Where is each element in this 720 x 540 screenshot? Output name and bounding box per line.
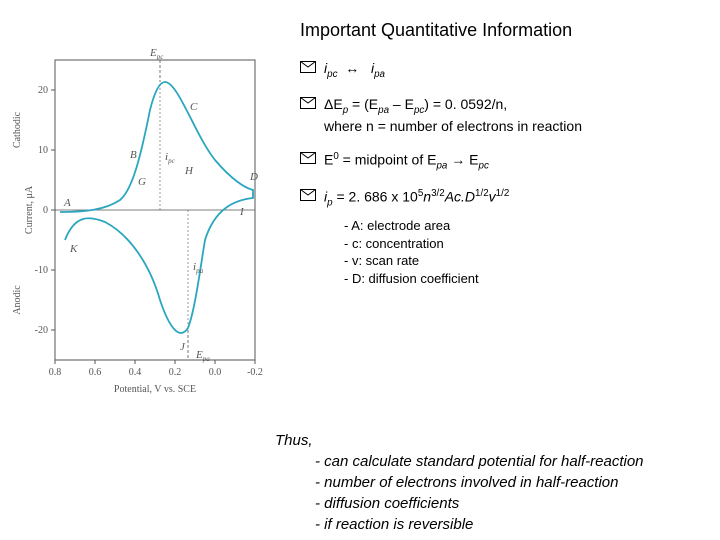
y-tick-n20: -20 [35, 325, 48, 336]
lbl-ipc: ipc [165, 151, 176, 165]
legend-A: - A: electrode area [344, 217, 700, 235]
x-tick-1: 0.6 [89, 367, 102, 378]
x-tick-3: 0.2 [169, 367, 182, 378]
conclusion-item-3: - diffusion coefficients [315, 493, 695, 514]
cv-voltammogram-figure: 20 10 0 -10 -20 0.8 0.6 0.4 0.2 0.0 -0.2… [10, 40, 280, 410]
y-tick-0: 0 [43, 205, 48, 216]
variable-legend: - A: electrode area - c: concentration -… [344, 217, 700, 287]
y-tick-n10: -10 [35, 265, 48, 276]
y-label-current: Current, μA [24, 185, 35, 234]
bullet-1: ipc ↔ ipa [300, 59, 700, 81]
envelope-icon [300, 97, 318, 109]
conclusion-item-4: - if reaction is reversible [315, 514, 695, 535]
conclusion-item-2: - number of electrons involved in half-r… [315, 472, 695, 493]
cv-curve [60, 82, 253, 333]
bullet-2: ΔEp = (Epa – Epc) = 0. 0592/n, where n =… [300, 95, 700, 136]
x-tick-2: 0.4 [129, 367, 142, 378]
legend-v: - v: scan rate [344, 252, 700, 270]
pt-C: C [190, 101, 198, 113]
bullet-4: ip = 2. 686 x 105n3/2Ac.D1/2v1/2 [300, 187, 700, 210]
pt-H: H [184, 165, 194, 177]
bullet-3: E0 = midpoint of Epa → Epc [300, 150, 700, 173]
pt-A: A [63, 197, 71, 209]
pt-G: G [138, 176, 146, 188]
conclusion-block: Thus, - can calculate standard potential… [275, 430, 695, 535]
legend-c: - c: concentration [344, 235, 700, 253]
section-title: Important Quantitative Information [300, 20, 700, 41]
y-label-cathodic: Cathodic [12, 111, 23, 148]
y-tick-20: 20 [38, 85, 48, 96]
pt-D: D [249, 171, 258, 183]
pt-I: I [239, 206, 245, 218]
lbl-Epc: Epc [149, 47, 164, 61]
conclusion-lead: Thus, [275, 430, 695, 451]
lbl-Epa: Epa [195, 349, 210, 363]
envelope-icon [300, 189, 318, 201]
y-tick-10: 10 [38, 145, 48, 156]
pt-K: K [69, 243, 78, 255]
x-tick-0: 0.8 [49, 367, 62, 378]
envelope-icon [300, 152, 318, 164]
y-label-anodic: Anodic [12, 285, 23, 315]
x-axis-label: Potential, V vs. SCE [114, 384, 196, 395]
pt-B: B [130, 149, 137, 161]
pt-J: J [180, 341, 186, 353]
legend-D: - D: diffusion coefficient [344, 270, 700, 288]
x-tick-4: 0.0 [209, 367, 222, 378]
envelope-icon [300, 61, 318, 73]
conclusion-item-1: - can calculate standard potential for h… [315, 451, 695, 472]
x-tick-5: -0.2 [247, 367, 263, 378]
